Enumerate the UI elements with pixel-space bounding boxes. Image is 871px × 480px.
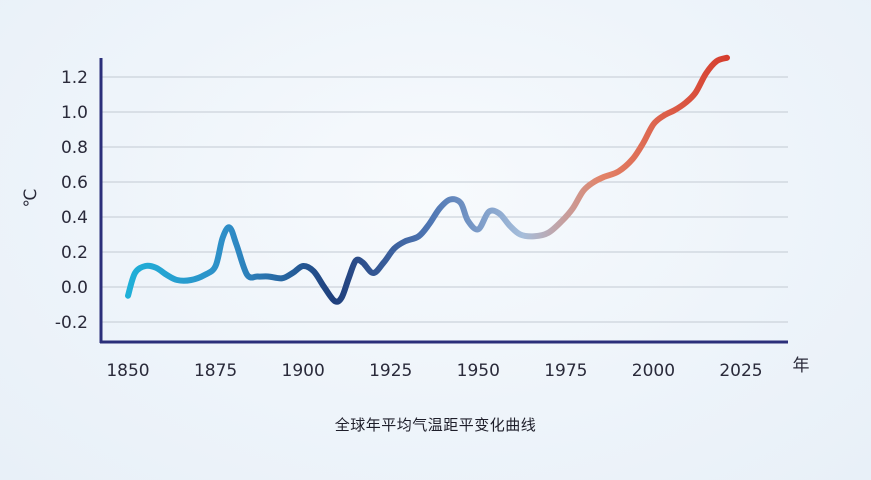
tick-labels: -0.2 0.0 0.2 0.4 0.6 0.8 1.0 1.2 1850 1875 1900 192… [55,68,763,381]
y-tick-label: 0.2 [61,243,88,263]
x-tick-label: 2025 [719,361,762,381]
y-axis-label: ℃ [21,188,41,207]
x-tick-label: 1950 [457,361,500,381]
x-tick-label: 2000 [632,361,675,381]
x-tick-label: 1925 [369,361,412,381]
series-line [125,54,730,305]
chart-caption: 全球年平均气温距平变化曲线 [334,416,537,434]
y-tick-label: 1.0 [61,103,88,123]
axes [99,58,788,344]
x-tick-label: 1900 [282,361,325,381]
y-tick-label: 0.4 [61,208,88,228]
x-axis-label: 年 [793,356,810,376]
y-tick-label: 1.2 [61,68,88,88]
x-tick-label: 1875 [194,361,237,381]
series-group [125,54,730,305]
y-tick-label: 0.0 [61,278,88,298]
y-tick-label: 0.6 [61,173,88,193]
x-tick-label: 1850 [106,361,149,381]
x-tick-label: 1975 [544,361,587,381]
y-tick-label: -0.2 [55,313,88,333]
y-tick-label: 0.8 [61,138,88,158]
